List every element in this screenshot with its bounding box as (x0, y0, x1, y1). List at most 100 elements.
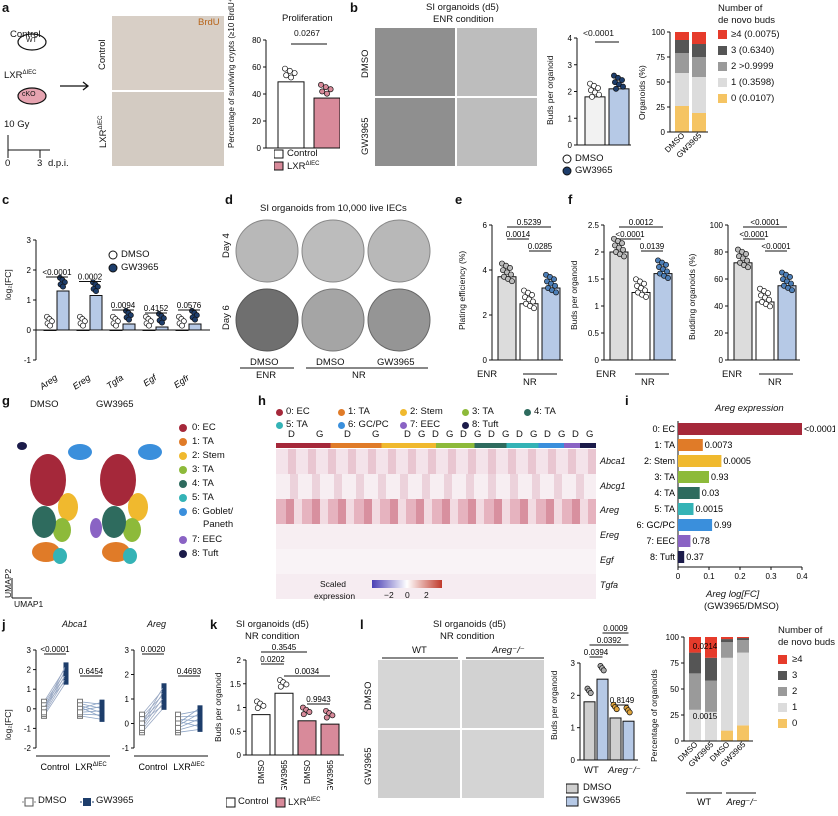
i-pvalue: 0.78 (692, 536, 710, 546)
e-bar (519, 303, 539, 361)
h-gene-abcg1: Abcg1 (600, 481, 626, 491)
c-y-tick-label: 2 (27, 266, 32, 275)
b-stack-legend-3: 1 (0.3598) (731, 77, 775, 88)
f-buds-xlabel-enr: ENR (596, 369, 617, 380)
i-pvalue: 0.03 (702, 488, 720, 498)
f-budding-pvalue: <0.0001 (750, 218, 780, 227)
panel-letter-e: e (455, 192, 463, 207)
k-bar (274, 692, 294, 756)
f-buds-chart: 0 0.5 1 1.5 2 2.5 0.0012 <0.0001 0.0139 (588, 218, 676, 375)
j-abca1-point-dmso (77, 709, 83, 716)
l-stack-legend-title-1: Number of (778, 625, 823, 636)
a-chart-title: Proliferation (282, 13, 333, 24)
k-x-label: GW3965 (326, 759, 335, 790)
l-stack-segment (721, 657, 733, 731)
j-abca1-point-gw (99, 699, 105, 705)
b-stack-y-tick-label: 0 (661, 128, 666, 137)
b-stack-legend-swatches (718, 30, 727, 103)
f-buds-y-tick-label: 1 (595, 302, 600, 311)
f-buds-point (619, 240, 625, 247)
b-buds-point (595, 85, 601, 92)
j-areg-x-label: LXRΔIEC (173, 762, 205, 772)
e-xlabel-nr: NR (523, 377, 537, 388)
a-control-label: Control (10, 29, 41, 40)
f-buds-y-tick-label: 0 (595, 356, 600, 365)
i-x-tick-label: 0.4 (796, 572, 808, 581)
h-legend-label: 7: EEC (410, 419, 441, 430)
f-buds-xlabel-nr: NR (641, 377, 655, 388)
l-stack-legend-4: 0 (792, 718, 798, 729)
a-point (288, 74, 294, 81)
d-col-dmso-nr: DMSO (316, 357, 345, 368)
b-buds-y-tick-label: 0 (568, 141, 573, 150)
g-legend-6: 6: Goblet/ (192, 506, 234, 517)
j-abca1-y-tick-label: 1 (27, 685, 32, 694)
f-buds-ylabel: Buds per organoid (569, 260, 579, 330)
j-abca1-pair-line (79, 701, 103, 705)
l-stack-segment (737, 638, 749, 641)
i-pvalue: 0.99 (714, 520, 732, 530)
k-bar (297, 720, 317, 756)
a-dpi-label: d.p.i. (48, 158, 69, 169)
k-point (323, 714, 330, 721)
l-stack-y-tick-label: 75 (670, 659, 679, 668)
b-buds-point (596, 91, 602, 98)
l-buds-ylabel: Buds per organoid (549, 670, 559, 740)
j-areg-point-gw (197, 705, 203, 711)
panel-letter-h: h (258, 393, 266, 408)
c-pvalue: 0.0094 (111, 301, 136, 310)
j-areg-point-gw (197, 716, 203, 722)
f-buds-y-tick-label: 0.5 (588, 329, 600, 338)
c-y-tick-label: 1 (27, 296, 32, 305)
h-legend-dot (400, 422, 407, 429)
i-cluster-label: 0: EC (652, 424, 675, 434)
j-abca1-pair-line (79, 715, 103, 720)
a-lxr-label: LXRΔIEC (4, 70, 37, 82)
f-budding-point (788, 280, 794, 287)
b-title-2: ENR condition (433, 14, 494, 25)
b-buds-chart: 0 1 2 3 4 (568, 34, 631, 150)
l-stack-segment (705, 637, 717, 658)
l-buds-point (587, 690, 594, 696)
a-y-tick-label: 80 (252, 36, 261, 45)
b-buds-ylabel: Buds per organoid (545, 55, 555, 125)
c-point (159, 319, 165, 326)
k-legend-control: Control (238, 796, 269, 807)
a-cko-label: cKO (22, 91, 36, 98)
l-buds-pvalue: 0.0009 (603, 625, 628, 633)
d-wells (235, 219, 431, 352)
mouse-cko-icon (17, 87, 47, 105)
j-areg-pvalue: 0.4693 (177, 667, 202, 676)
h-group-letter: G (446, 429, 454, 440)
c-y-tick-label: -1 (24, 356, 32, 365)
b-stack-segment (675, 73, 689, 106)
k-point (300, 711, 307, 718)
f-buds-bar (609, 251, 629, 361)
f-buds-y-tick-label: 2 (595, 248, 600, 257)
d-group-lines (240, 367, 428, 369)
j-areg-point-gw (161, 694, 167, 700)
c-legend-gw: GW3965 (121, 262, 159, 273)
e-point (530, 298, 536, 305)
l-stack-segment (689, 652, 701, 674)
j-abca1-point-dmso (41, 709, 47, 716)
h-scale-tick-neg: −2 (384, 590, 394, 600)
j-areg-x-label: Control (138, 762, 167, 772)
g-axis-umap2: UMAP2 (3, 568, 13, 598)
b-stack-segment (692, 57, 706, 77)
e-point (529, 291, 535, 298)
l-stack-segment (689, 709, 701, 741)
l-title-1: SI organoids (d5) (433, 619, 506, 630)
e-point (509, 278, 515, 285)
e-point (551, 276, 557, 283)
f-buds-y-tick-label: 2.5 (588, 221, 600, 230)
g-legend-5: 5: TA (192, 492, 214, 503)
b-stack-legend-4: 0 (0.0107) (731, 93, 775, 104)
l-stack-legend-title-2: de novo buds (778, 637, 836, 648)
j-abca1-pair-line (43, 664, 67, 709)
j-areg-point-gw (161, 699, 167, 705)
a-point (327, 86, 334, 93)
l-stack-legend-2: 2 (792, 686, 798, 697)
h-group-letter: G (530, 429, 538, 440)
l-buds-y-tick-label: 3 (571, 659, 576, 668)
